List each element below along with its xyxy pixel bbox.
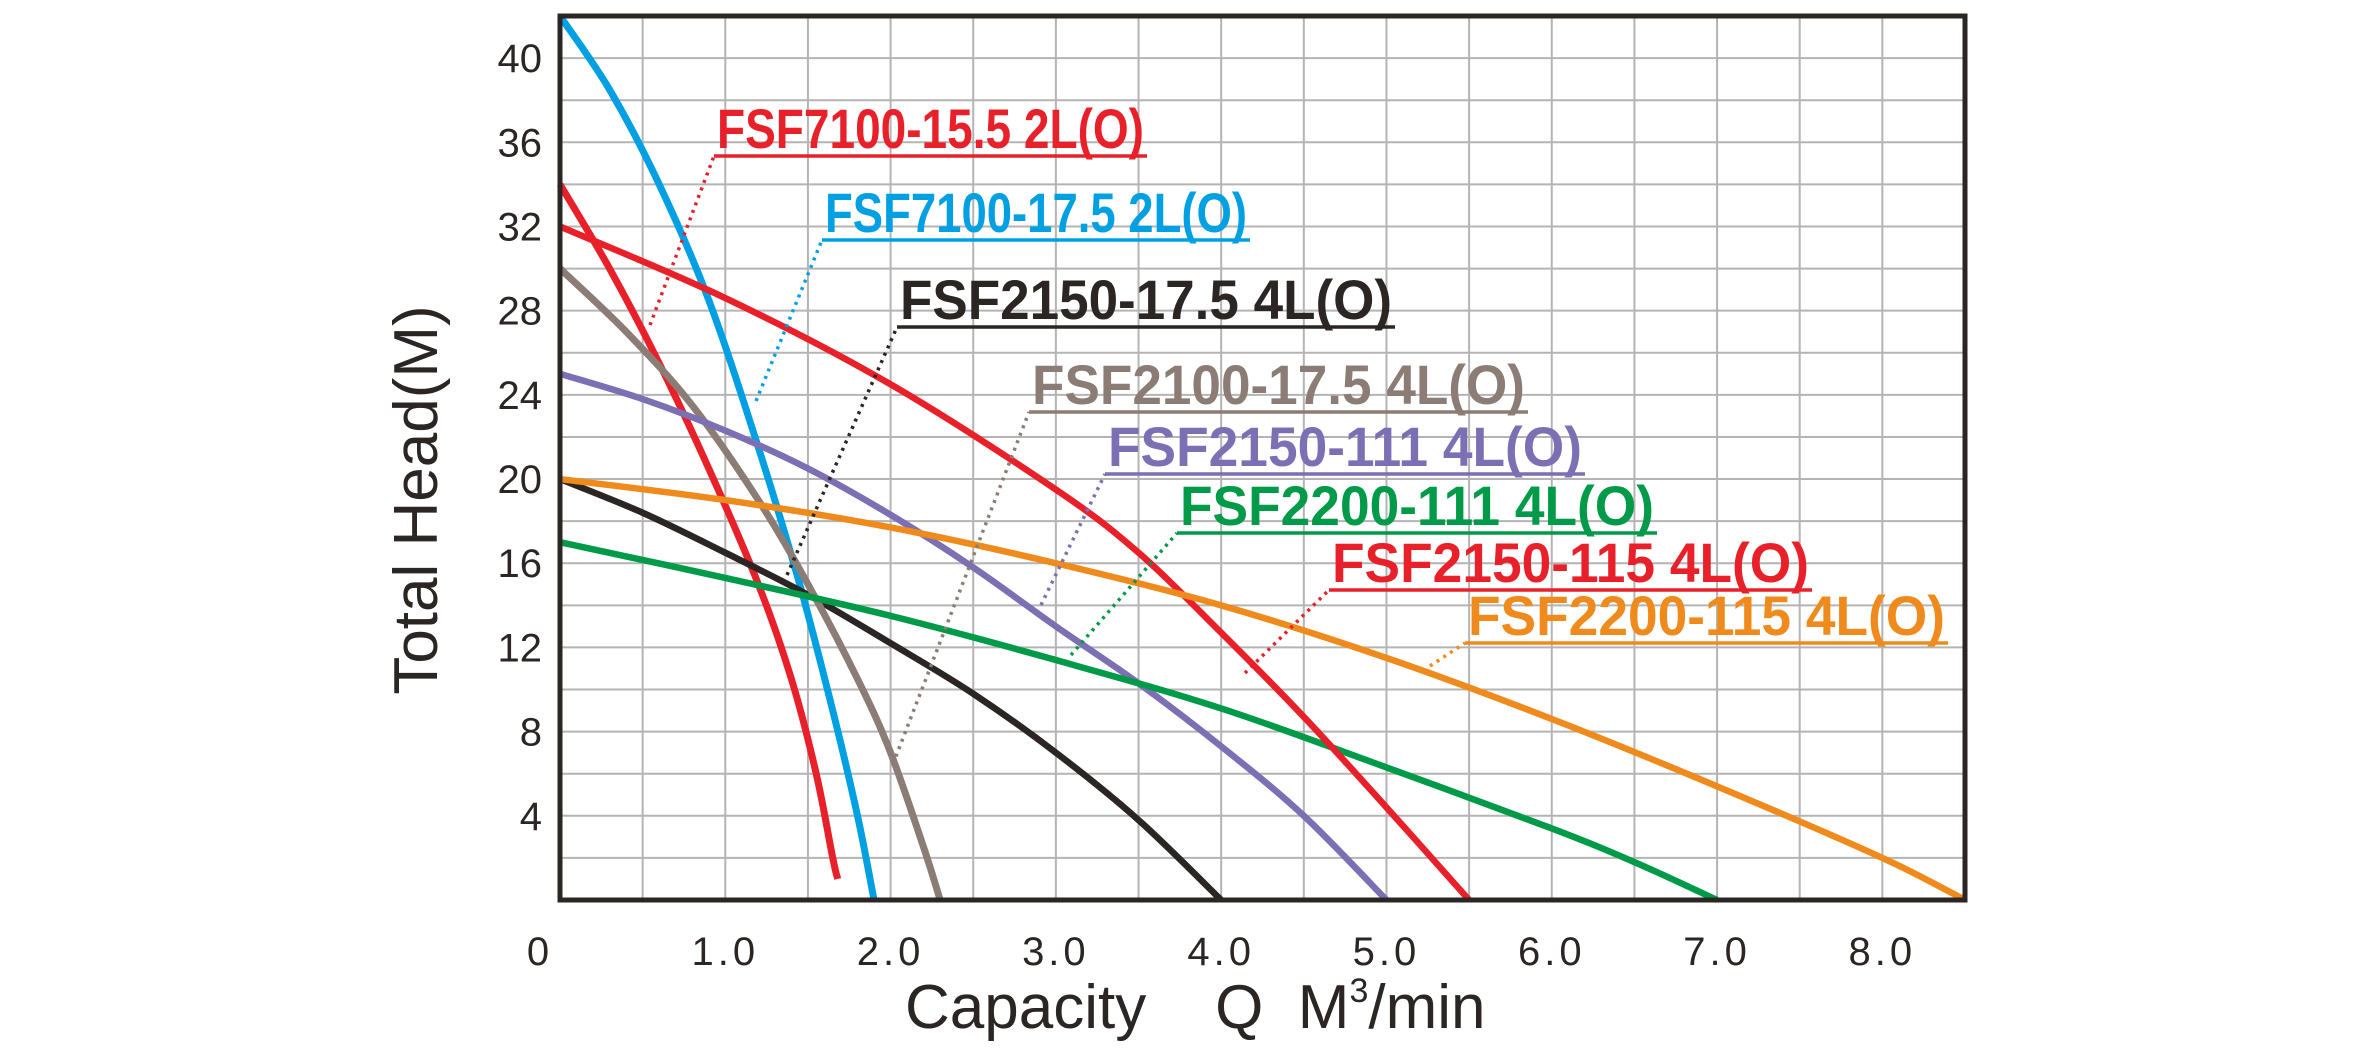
leader-line <box>1243 588 1331 675</box>
series-line-7 <box>558 223 1472 903</box>
y-tick-label: 24 <box>498 374 543 418</box>
y-tick-label: 28 <box>498 290 543 334</box>
series-callout-5: FSF2150-111 4L(O) <box>1039 415 1585 606</box>
x-tick-label: 0 <box>527 930 553 974</box>
y-tick-label: 40 <box>498 37 543 81</box>
series-label: FSF7100-17.5 2L(O) <box>825 181 1247 244</box>
series-label: FSF2100-17.5 4L(O) <box>1032 353 1525 416</box>
leader-line <box>1039 473 1107 606</box>
series-line-6 <box>559 539 1719 903</box>
series-callout-8: FSF2200-115 4L(O) <box>1429 584 1948 668</box>
series-callout-2: FSF7100-17.5 2L(O) <box>754 181 1250 402</box>
x-tick-label: 2.0 <box>857 930 925 974</box>
series-label: FSF7100-15.5 2L(O) <box>717 97 1144 160</box>
series-line-1 <box>556 182 842 880</box>
x-tick-label: 3.0 <box>1022 930 1090 974</box>
x-tick-label: 6.0 <box>1518 930 1586 974</box>
series-callout-1: FSF7100-15.5 2L(O) <box>648 97 1147 326</box>
y-tick-label: 4 <box>520 795 542 839</box>
x-axis-title-main: Capacity Q M <box>905 973 1349 1042</box>
x-tick-label: 1.0 <box>691 930 759 974</box>
plot-frame <box>557 13 1968 903</box>
x-axis-title-tail: /min <box>1368 973 1485 1042</box>
series-label: FSF2200-111 4L(O) <box>1180 474 1654 537</box>
series-callout-4: FSF2100-17.5 4L(O) <box>891 353 1528 765</box>
leader-line <box>1429 641 1466 668</box>
leader-line <box>754 239 824 402</box>
y-tick-label: 16 <box>498 542 543 586</box>
plot-border <box>557 13 1968 903</box>
x-tick-label: 8.0 <box>1849 930 1917 974</box>
series-label: FSF2200-115 4L(O) <box>1468 584 1945 647</box>
series-line-3 <box>558 476 1224 903</box>
y-axis-title: Total Head(M) <box>382 305 451 694</box>
series-callouts: FSF7100-15.5 2L(O) FSF7100-17.5 2L(O) FSF2… <box>648 97 1948 765</box>
leader-line <box>891 411 1031 765</box>
leader-line <box>1069 531 1179 657</box>
series-label: FSF2150-111 4L(O) <box>1108 415 1582 478</box>
y-tick-label: 8 <box>520 711 542 755</box>
y-tick-label: 36 <box>498 121 543 165</box>
y-tick-label: 12 <box>498 626 543 670</box>
series-line-4 <box>557 266 944 902</box>
leader-line <box>648 155 716 326</box>
x-tick-label: 5.0 <box>1353 930 1421 974</box>
series-line-5 <box>559 370 1389 903</box>
y-tick-label: 32 <box>498 205 543 249</box>
x-tick-label: 4.0 <box>1187 930 1255 974</box>
x-axis-title: Capacity Q M3/min <box>905 972 1486 1042</box>
series-label: FSF2150-17.5 4L(O) <box>900 268 1392 331</box>
curves <box>556 14 1967 903</box>
series-label: FSF2150-115 4L(O) <box>1332 531 1809 594</box>
leader-line <box>785 326 899 576</box>
grid <box>560 16 1965 900</box>
x-axis-title-sup: 3 <box>1349 972 1368 1010</box>
x-tick-label: 7.0 <box>1683 930 1751 974</box>
series-callout-3: FSF2150-17.5 4L(O) <box>785 268 1395 576</box>
series-callout-7: FSF2150-115 4L(O) <box>1243 531 1812 675</box>
y-tick-label: 20 <box>498 458 543 502</box>
series-callout-6: FSF2200-111 4L(O) <box>1069 474 1657 657</box>
ticks: 4 8 12 16 20 24 28 32 36 40 0 1.0 2.0 3.0 4.0 5.0 6.0 7.0… <box>498 37 1917 974</box>
